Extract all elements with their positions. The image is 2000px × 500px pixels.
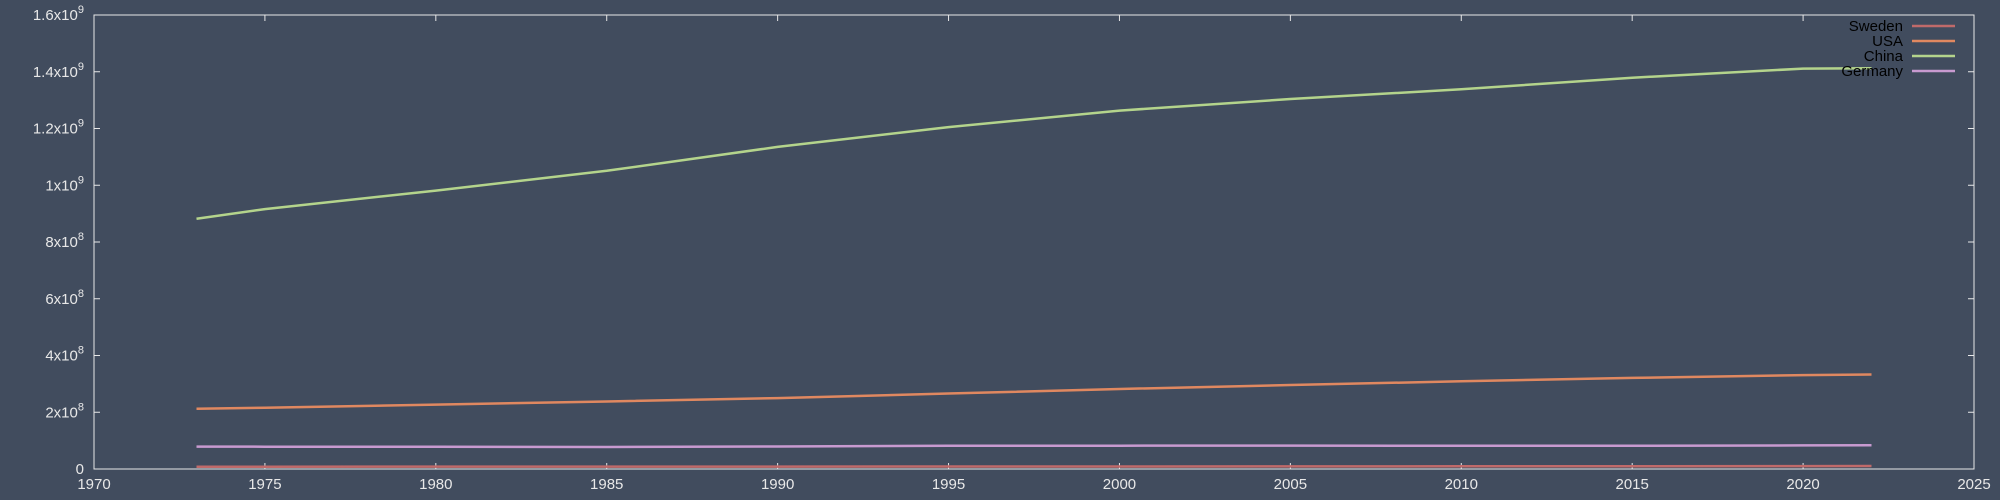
y-tick-mantissa: 2x10 (45, 404, 78, 421)
y-tick-exponent: 9 (78, 118, 84, 130)
x-tick-label: 1985 (590, 476, 623, 493)
y-tick-exponent: 9 (78, 174, 84, 186)
y-tick-mantissa: 1.4x10 (33, 64, 78, 81)
y-tick-exponent: 9 (78, 61, 84, 73)
legend-label-sweden: Sweden (1849, 18, 1903, 35)
x-tick-label: 2020 (1786, 476, 1819, 493)
y-tick-mantissa: 4x10 (45, 348, 78, 365)
y-tick-label: 1.4x109 (33, 61, 84, 81)
y-axis: 02x1084x1086x1088x1081x1091.2x1091.4x109… (33, 4, 1974, 478)
legend-label-germany: Germany (1841, 63, 1903, 80)
series-line-usa (196, 373, 1872, 411)
y-tick-mantissa: 1.2x10 (33, 121, 78, 138)
x-tick-label: 1980 (419, 476, 452, 493)
series-lines (196, 67, 1872, 468)
y-tick-label: 2x108 (45, 401, 84, 421)
y-tick-exponent: 8 (78, 401, 84, 413)
series-line-china (196, 67, 1872, 220)
series-line-sweden (196, 464, 1872, 468)
y-tick-mantissa: 8x10 (45, 234, 78, 251)
x-tick-label: 1990 (761, 476, 794, 493)
legend-label-china: China (1864, 48, 1904, 65)
y-tick-label: 4x108 (45, 345, 84, 365)
x-tick-label: 1975 (248, 476, 281, 493)
y-tick-mantissa: 0 (76, 461, 84, 478)
y-tick-exponent: 8 (78, 231, 84, 243)
y-tick-label: 1x109 (45, 174, 84, 194)
y-tick-label: 8x108 (45, 231, 84, 251)
y-tick-label: 0 (76, 461, 84, 478)
legend-label-usa: USA (1872, 33, 1903, 50)
x-tick-label: 1970 (77, 476, 110, 493)
y-tick-exponent: 8 (78, 288, 84, 300)
x-tick-label: 2005 (1274, 476, 1307, 493)
plot-area-border (93, 14, 1975, 470)
x-tick-label: 2000 (1103, 476, 1136, 493)
x-tick-label: 2010 (1445, 476, 1478, 493)
x-tick-label: 1995 (932, 476, 965, 493)
x-tick-label: 2025 (1957, 476, 1990, 493)
y-tick-mantissa: 6x10 (45, 291, 78, 308)
y-tick-label: 1.2x109 (33, 118, 84, 138)
y-tick-mantissa: 1.6x10 (33, 7, 78, 24)
y-tick-label: 1.6x109 (33, 4, 84, 24)
series-line-germany (196, 443, 1872, 449)
y-tick-label: 6x108 (45, 288, 84, 308)
y-tick-exponent: 8 (78, 345, 84, 357)
x-axis: 1970 1975 1980 1985 1990 1995 2000 2005 2010 2015… (77, 15, 1991, 493)
y-tick-exponent: 9 (78, 4, 84, 16)
x-tick-label: 2015 (1615, 476, 1648, 493)
y-tick-mantissa: 1x10 (45, 177, 78, 194)
